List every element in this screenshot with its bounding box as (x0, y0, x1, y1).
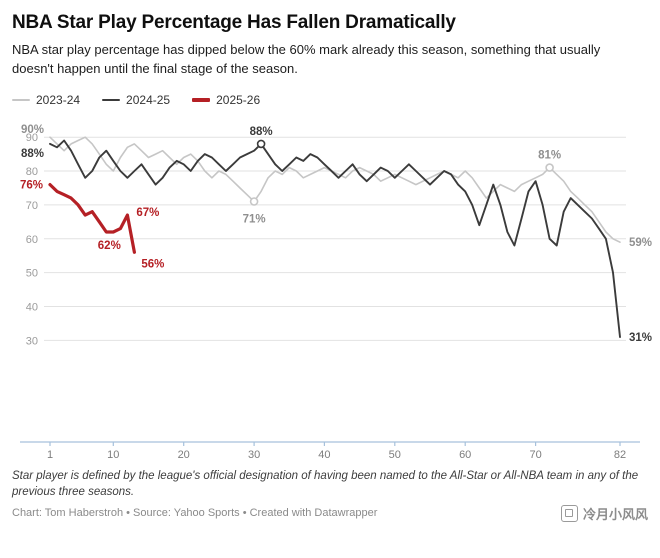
y-tick-label: 40 (26, 301, 38, 313)
annotation-label: 31% (629, 332, 652, 344)
annotation-label: 76% (20, 179, 43, 191)
annotation-label: 56% (141, 258, 164, 270)
x-tick-label: 50 (389, 449, 401, 461)
y-tick-label: 80 (26, 166, 38, 178)
watermark: 冷月小风风 (560, 504, 648, 523)
legend-line-swatch (12, 98, 30, 101)
chart-legend: 2023-24 2024-25 2025-26 (12, 90, 646, 110)
annotation-label: 67% (136, 207, 159, 219)
legend-label: 2025-26 (216, 92, 261, 107)
legend-line-swatch (192, 97, 211, 102)
watermark-text: 冷月小风风 (582, 506, 648, 522)
legend-line-swatch (102, 98, 121, 101)
x-tick-label: 20 (178, 449, 190, 461)
byline: Chart: Tom Haberstroh • Source: Yahoo Sp… (12, 507, 378, 520)
annotation-marker (545, 162, 554, 172)
x-tick-label: 30 (248, 449, 260, 461)
annotation-marker (249, 196, 259, 206)
x-tick-label: 82 (614, 449, 626, 461)
x-tick-label: 60 (459, 449, 471, 461)
annotation-label: 59% (629, 237, 652, 249)
legend-item-2025-26: 2025-26 (192, 93, 260, 107)
annotation-label: 88% (21, 148, 44, 160)
footnote: Star player is defined by the league's o… (12, 469, 639, 498)
annotation-label: 62% (98, 240, 121, 252)
watermark-logo-icon (560, 504, 578, 522)
annotation-marker (256, 139, 266, 148)
series-line-2024-25 (49, 139, 621, 338)
legend-item-2023-24: 2023-24 (12, 93, 80, 107)
annotation-label: 71% (243, 213, 266, 225)
annotation-label: 88% (250, 126, 273, 138)
x-tick-label: 1 (47, 449, 53, 461)
footer-row: Chart: Tom Haberstroh • Source: Yahoo Sp… (12, 504, 648, 523)
y-tick-label: 30 (26, 335, 38, 347)
y-tick-label: 60 (26, 233, 38, 245)
annotation-label: 90% (21, 124, 44, 136)
legend-label: 2023-24 (36, 92, 81, 107)
y-tick-label: 50 (26, 267, 38, 279)
series-line-2025-26 (48, 182, 136, 254)
legend-item-2024-25: 2024-25 (102, 93, 170, 107)
x-tick-label: 40 (318, 449, 330, 461)
x-tick-label: 10 (107, 449, 119, 461)
y-tick-label: 70 (26, 200, 38, 212)
annotation-label: 81% (538, 149, 561, 161)
x-tick-label: 70 (529, 449, 541, 461)
line-chart: 30 40 50 60 70 80 90 1 10 20 30 40 50 60 70 82 90% 88% 88%… (20, 124, 652, 461)
chart-description: NBA star play percentage has dipped belo… (12, 42, 601, 76)
page-title: NBA Star Play Percentage Has Fallen Dram… (12, 12, 456, 33)
legend-label: 2024-25 (126, 92, 171, 107)
y-tick-label: 90 (26, 132, 38, 144)
series-line-2023-24 (49, 136, 621, 243)
